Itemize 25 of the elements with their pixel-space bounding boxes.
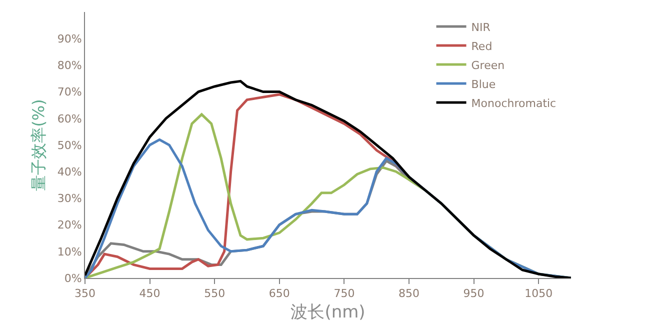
x-tick-label: 550 bbox=[204, 287, 226, 300]
legend-label: Blue bbox=[471, 78, 496, 91]
x-tick-label: 1050 bbox=[524, 287, 553, 300]
y-tick-label: 0% bbox=[64, 272, 82, 285]
y-axis-title: 量子效率(%) bbox=[29, 99, 48, 191]
x-tick-label: 750 bbox=[334, 287, 355, 300]
y-tick-label: 80% bbox=[57, 59, 82, 72]
legend-label: NIR bbox=[471, 20, 491, 34]
y-tick-label: 40% bbox=[57, 165, 82, 178]
y-tick-label: 50% bbox=[57, 138, 82, 152]
legend-label: Red bbox=[471, 40, 492, 53]
x-tick-label: 650 bbox=[268, 287, 290, 300]
legend-label: Monochromatic bbox=[471, 96, 556, 110]
y-tick-label: 90% bbox=[57, 32, 82, 46]
x-tick-label: 450 bbox=[139, 287, 160, 300]
y-tick-label: 30% bbox=[57, 192, 82, 206]
x-tick-label: 850 bbox=[398, 287, 420, 300]
y-tick-label: 70% bbox=[57, 86, 82, 99]
y-tick-label: 60% bbox=[57, 112, 82, 126]
x-tick-label: 950 bbox=[463, 287, 484, 300]
y-tick-label: 20% bbox=[57, 218, 82, 232]
legend-label: Green bbox=[471, 58, 505, 72]
x-axis-title: 波长(nm) bbox=[290, 302, 366, 323]
x-tick-label: 350 bbox=[74, 287, 96, 300]
y-tick-label: 10% bbox=[57, 245, 82, 258]
